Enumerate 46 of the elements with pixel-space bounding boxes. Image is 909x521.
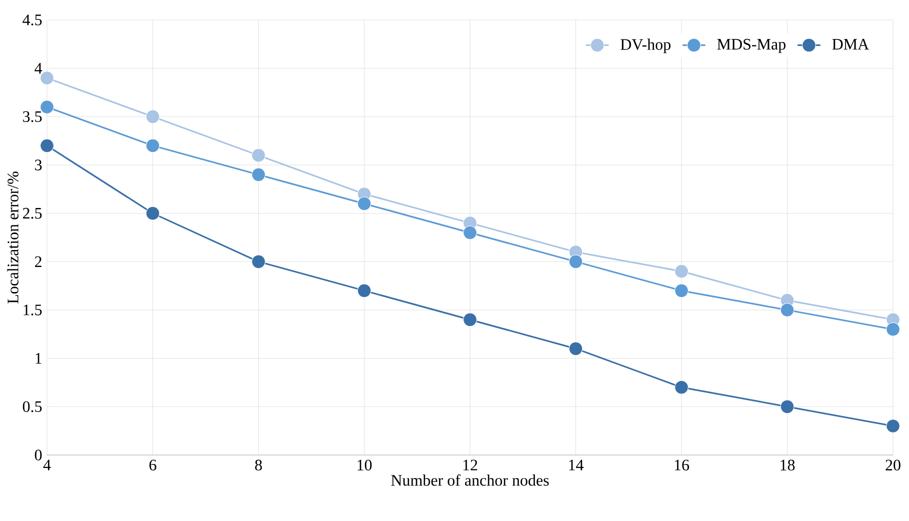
x-tick-label: 20: [886, 460, 900, 470]
point: [886, 322, 900, 336]
point: [674, 284, 688, 298]
y-tick-label: 0.5: [22, 401, 42, 412]
point: [568, 254, 583, 269]
point: [252, 168, 266, 182]
point: [780, 400, 794, 414]
point: [886, 419, 900, 433]
point: [357, 196, 372, 211]
x-tick-label: 4: [43, 460, 51, 470]
y-tick-label: 4: [34, 63, 42, 74]
point: [146, 110, 160, 124]
point: [463, 312, 477, 327]
y-tick-label: 1: [36, 353, 42, 364]
y-tick-label: 1.5: [24, 304, 42, 316]
point: [674, 380, 688, 394]
x-tick-label: 14: [569, 460, 584, 470]
x-tick-label: 18: [780, 460, 795, 470]
y-tick-label: 0: [34, 450, 42, 460]
x-tick-label: 12: [463, 460, 478, 470]
point: [146, 206, 160, 220]
point: [40, 100, 54, 114]
point: [146, 138, 160, 153]
y-tick-label: 4.5: [22, 14, 42, 26]
x-tick-label: 16: [674, 460, 690, 470]
point: [357, 284, 372, 298]
point: [40, 71, 54, 85]
legend-label: DMA: [832, 38, 870, 50]
point: [568, 342, 583, 356]
y-tick-label: 2: [35, 256, 42, 267]
y-tick-label: 3: [35, 160, 42, 170]
x-tick-label: 10: [358, 460, 372, 470]
point: [674, 264, 688, 278]
point: [780, 303, 794, 317]
point: [252, 148, 266, 162]
x-tick-label: 6: [149, 460, 156, 470]
y-tick-label: 2.5: [23, 208, 42, 219]
x-axis-title: Number of anchor nodes: [391, 474, 549, 486]
legend-label: DV-hop: [620, 38, 670, 54]
point: [463, 226, 477, 240]
point: [40, 138, 54, 153]
point: [252, 254, 266, 269]
y-tick-label: 3.5: [23, 111, 42, 122]
legend-label: MDS-Map: [717, 38, 786, 53]
x-tick-label: 8: [255, 460, 262, 470]
y-axis-title: Localization error/%: [7, 172, 18, 304]
